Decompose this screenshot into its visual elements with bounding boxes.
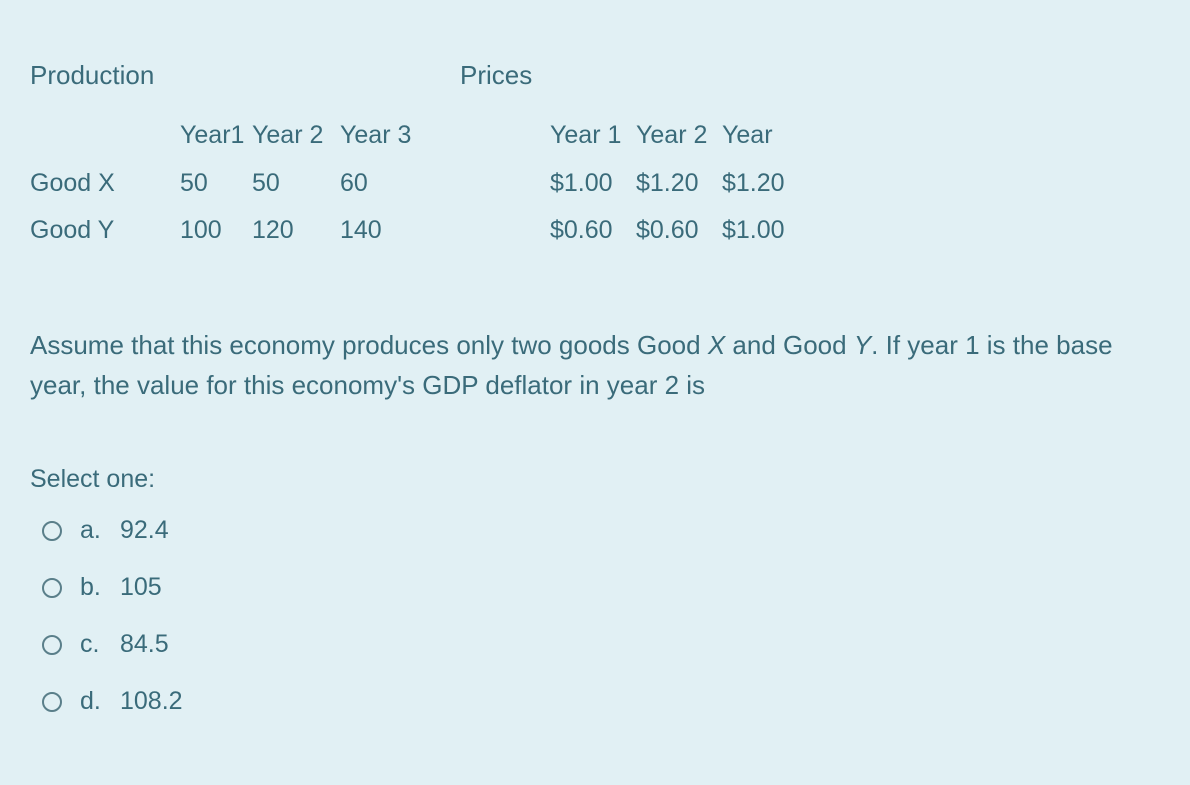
production-col-year2: Year 2 [252, 112, 340, 160]
q-part1: Assume that this economy produces only t… [30, 330, 708, 360]
select-one-label: Select one: [30, 465, 1160, 494]
radio-icon[interactable] [42, 578, 62, 598]
prices-header-row: Year 1 Year 2 Year [460, 112, 860, 160]
data-tables: Production Year1 Year 2 Year 3 Good X 50… [30, 60, 1160, 255]
question-text: Assume that this economy produces only t… [30, 325, 1160, 406]
table-row: Good Y 100 120 140 [30, 207, 460, 255]
option-b[interactable]: b. 105 [42, 573, 1160, 602]
table-row: Good X 50 50 60 [30, 160, 460, 208]
q-italic-y: Y [854, 330, 871, 360]
prices-col-year3: Year [722, 112, 802, 160]
question-container: Production Year1 Year 2 Year 3 Good X 50… [0, 0, 1190, 774]
q-part2: and Good [725, 330, 854, 360]
row-label-goody: Good Y [30, 207, 180, 255]
prod-y-y2: 120 [252, 207, 340, 255]
production-col-year1: Year1 [180, 112, 252, 160]
radio-icon[interactable] [42, 521, 62, 541]
price-x-y2: $1.20 [636, 160, 722, 208]
option-letter: d. [80, 687, 120, 716]
prod-x-y2: 50 [252, 160, 340, 208]
prices-heading: Prices [460, 60, 860, 94]
option-text: 92.4 [120, 516, 169, 545]
option-text: 108.2 [120, 687, 183, 716]
prod-y-y3: 140 [340, 207, 420, 255]
option-c[interactable]: c. 84.5 [42, 630, 1160, 659]
q-italic-x: X [708, 330, 725, 360]
option-text: 84.5 [120, 630, 169, 659]
option-letter: c. [80, 630, 120, 659]
price-y-y2: $0.60 [636, 207, 722, 255]
table-row: $0.60 $0.60 $1.00 [460, 207, 860, 255]
prices-table: Prices Year 1 Year 2 Year $1.00 $1.20 $1… [460, 60, 860, 255]
price-x-y1: $1.00 [550, 160, 636, 208]
option-text: 105 [120, 573, 162, 602]
option-letter: a. [80, 516, 120, 545]
option-d[interactable]: d. 108.2 [42, 687, 1160, 716]
option-a[interactable]: a. 92.4 [42, 516, 1160, 545]
production-heading: Production [30, 60, 460, 94]
prod-x-y1: 50 [180, 160, 252, 208]
prices-col-year1: Year 1 [550, 112, 636, 160]
prices-col-year2: Year 2 [636, 112, 722, 160]
production-table: Production Year1 Year 2 Year 3 Good X 50… [30, 60, 460, 255]
production-col-year3: Year 3 [340, 112, 420, 160]
price-y-y3: $1.00 [722, 207, 802, 255]
table-row: $1.00 $1.20 $1.20 [460, 160, 860, 208]
price-y-y1: $0.60 [550, 207, 636, 255]
radio-icon[interactable] [42, 635, 62, 655]
radio-icon[interactable] [42, 692, 62, 712]
prod-x-y3: 60 [340, 160, 420, 208]
options-list: a. 92.4 b. 105 c. 84.5 d. 108.2 [30, 516, 1160, 716]
row-label-goodx: Good X [30, 160, 180, 208]
production-header-row: Year1 Year 2 Year 3 [30, 112, 460, 160]
prod-y-y1: 100 [180, 207, 252, 255]
price-x-y3: $1.20 [722, 160, 802, 208]
option-letter: b. [80, 573, 120, 602]
